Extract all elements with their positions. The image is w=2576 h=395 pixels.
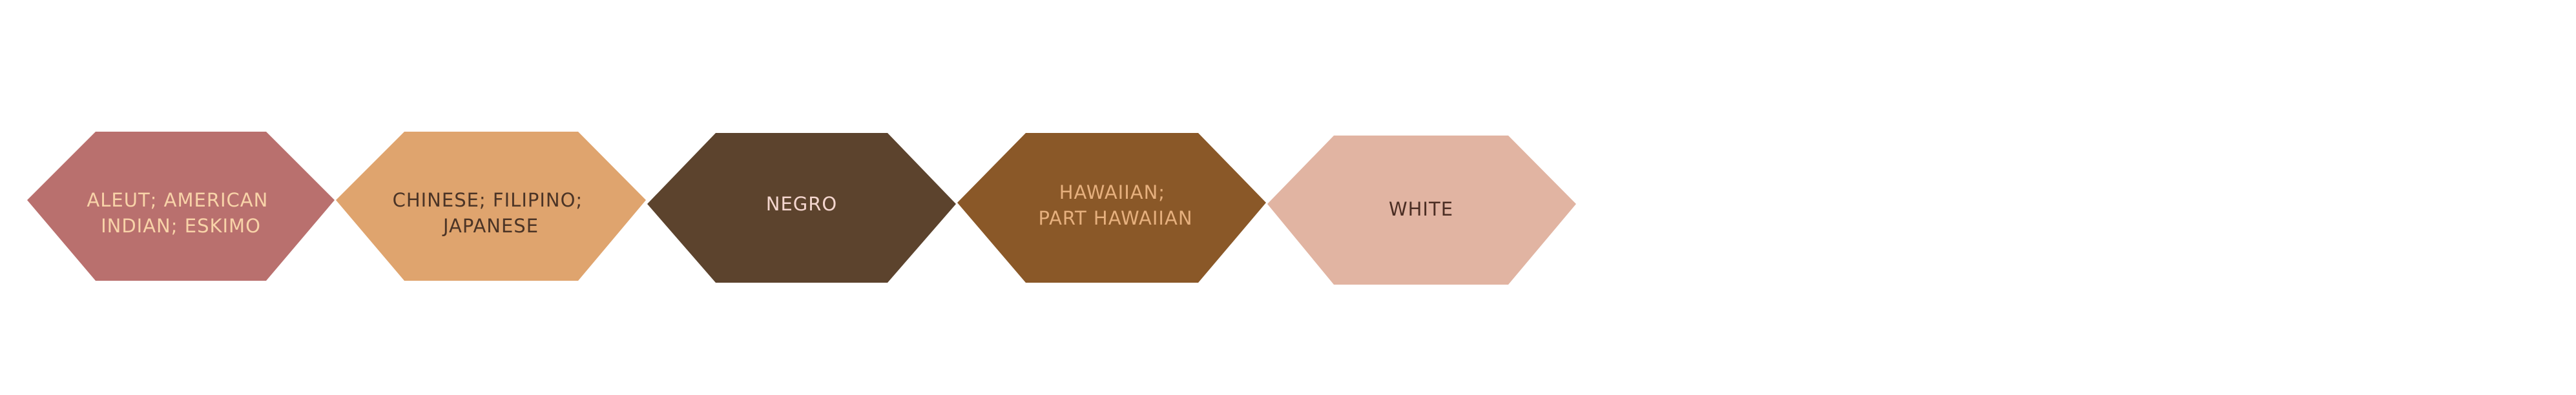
hexagon-shape	[1267, 136, 1576, 285]
hexagon-shape	[336, 132, 646, 281]
hexagon-category-2: CHINESE; FILIPINO; JAPANESE	[336, 132, 646, 281]
hexagon-label: CHINESE; FILIPINO; JAPANESE	[393, 189, 590, 237]
hexagon-category-4: HAWAIIAN; PART HAWAIIAN	[957, 133, 1266, 283]
hexagon-label-line-1: HAWAIIAN;	[1059, 181, 1165, 203]
hexagon-shape	[957, 133, 1266, 283]
hexagon-category-1: ALEUT; AMERICAN INDIAN; ESKIMO	[27, 132, 335, 281]
hexagon-label-line-2: JAPANESE	[442, 215, 539, 237]
hexagon-label-line-1: CHINESE; FILIPINO;	[393, 189, 583, 211]
hexagon-label: WHITE	[1389, 198, 1453, 220]
hexagon-label-line-1: NEGRO	[766, 193, 837, 215]
hexagon-label: ALEUT; AMERICAN INDIAN; ESKIMO	[87, 189, 275, 237]
hexagon-label: NEGRO	[766, 193, 837, 215]
hexagon-label-line-1: ALEUT; AMERICAN	[87, 189, 268, 211]
hexagon-category-5: WHITE	[1267, 136, 1576, 285]
hexagon-shape	[647, 133, 956, 283]
hexagon-label: HAWAIIAN; PART HAWAIIAN	[1038, 181, 1192, 229]
hexagon-label-line-2: PART HAWAIIAN	[1038, 207, 1192, 229]
hexagon-shape	[27, 132, 335, 281]
hexagon-label-line-2: INDIAN; ESKIMO	[101, 215, 261, 237]
hexagon-category-3: NEGRO	[647, 133, 956, 283]
hexagon-label-line-1: WHITE	[1389, 198, 1453, 220]
